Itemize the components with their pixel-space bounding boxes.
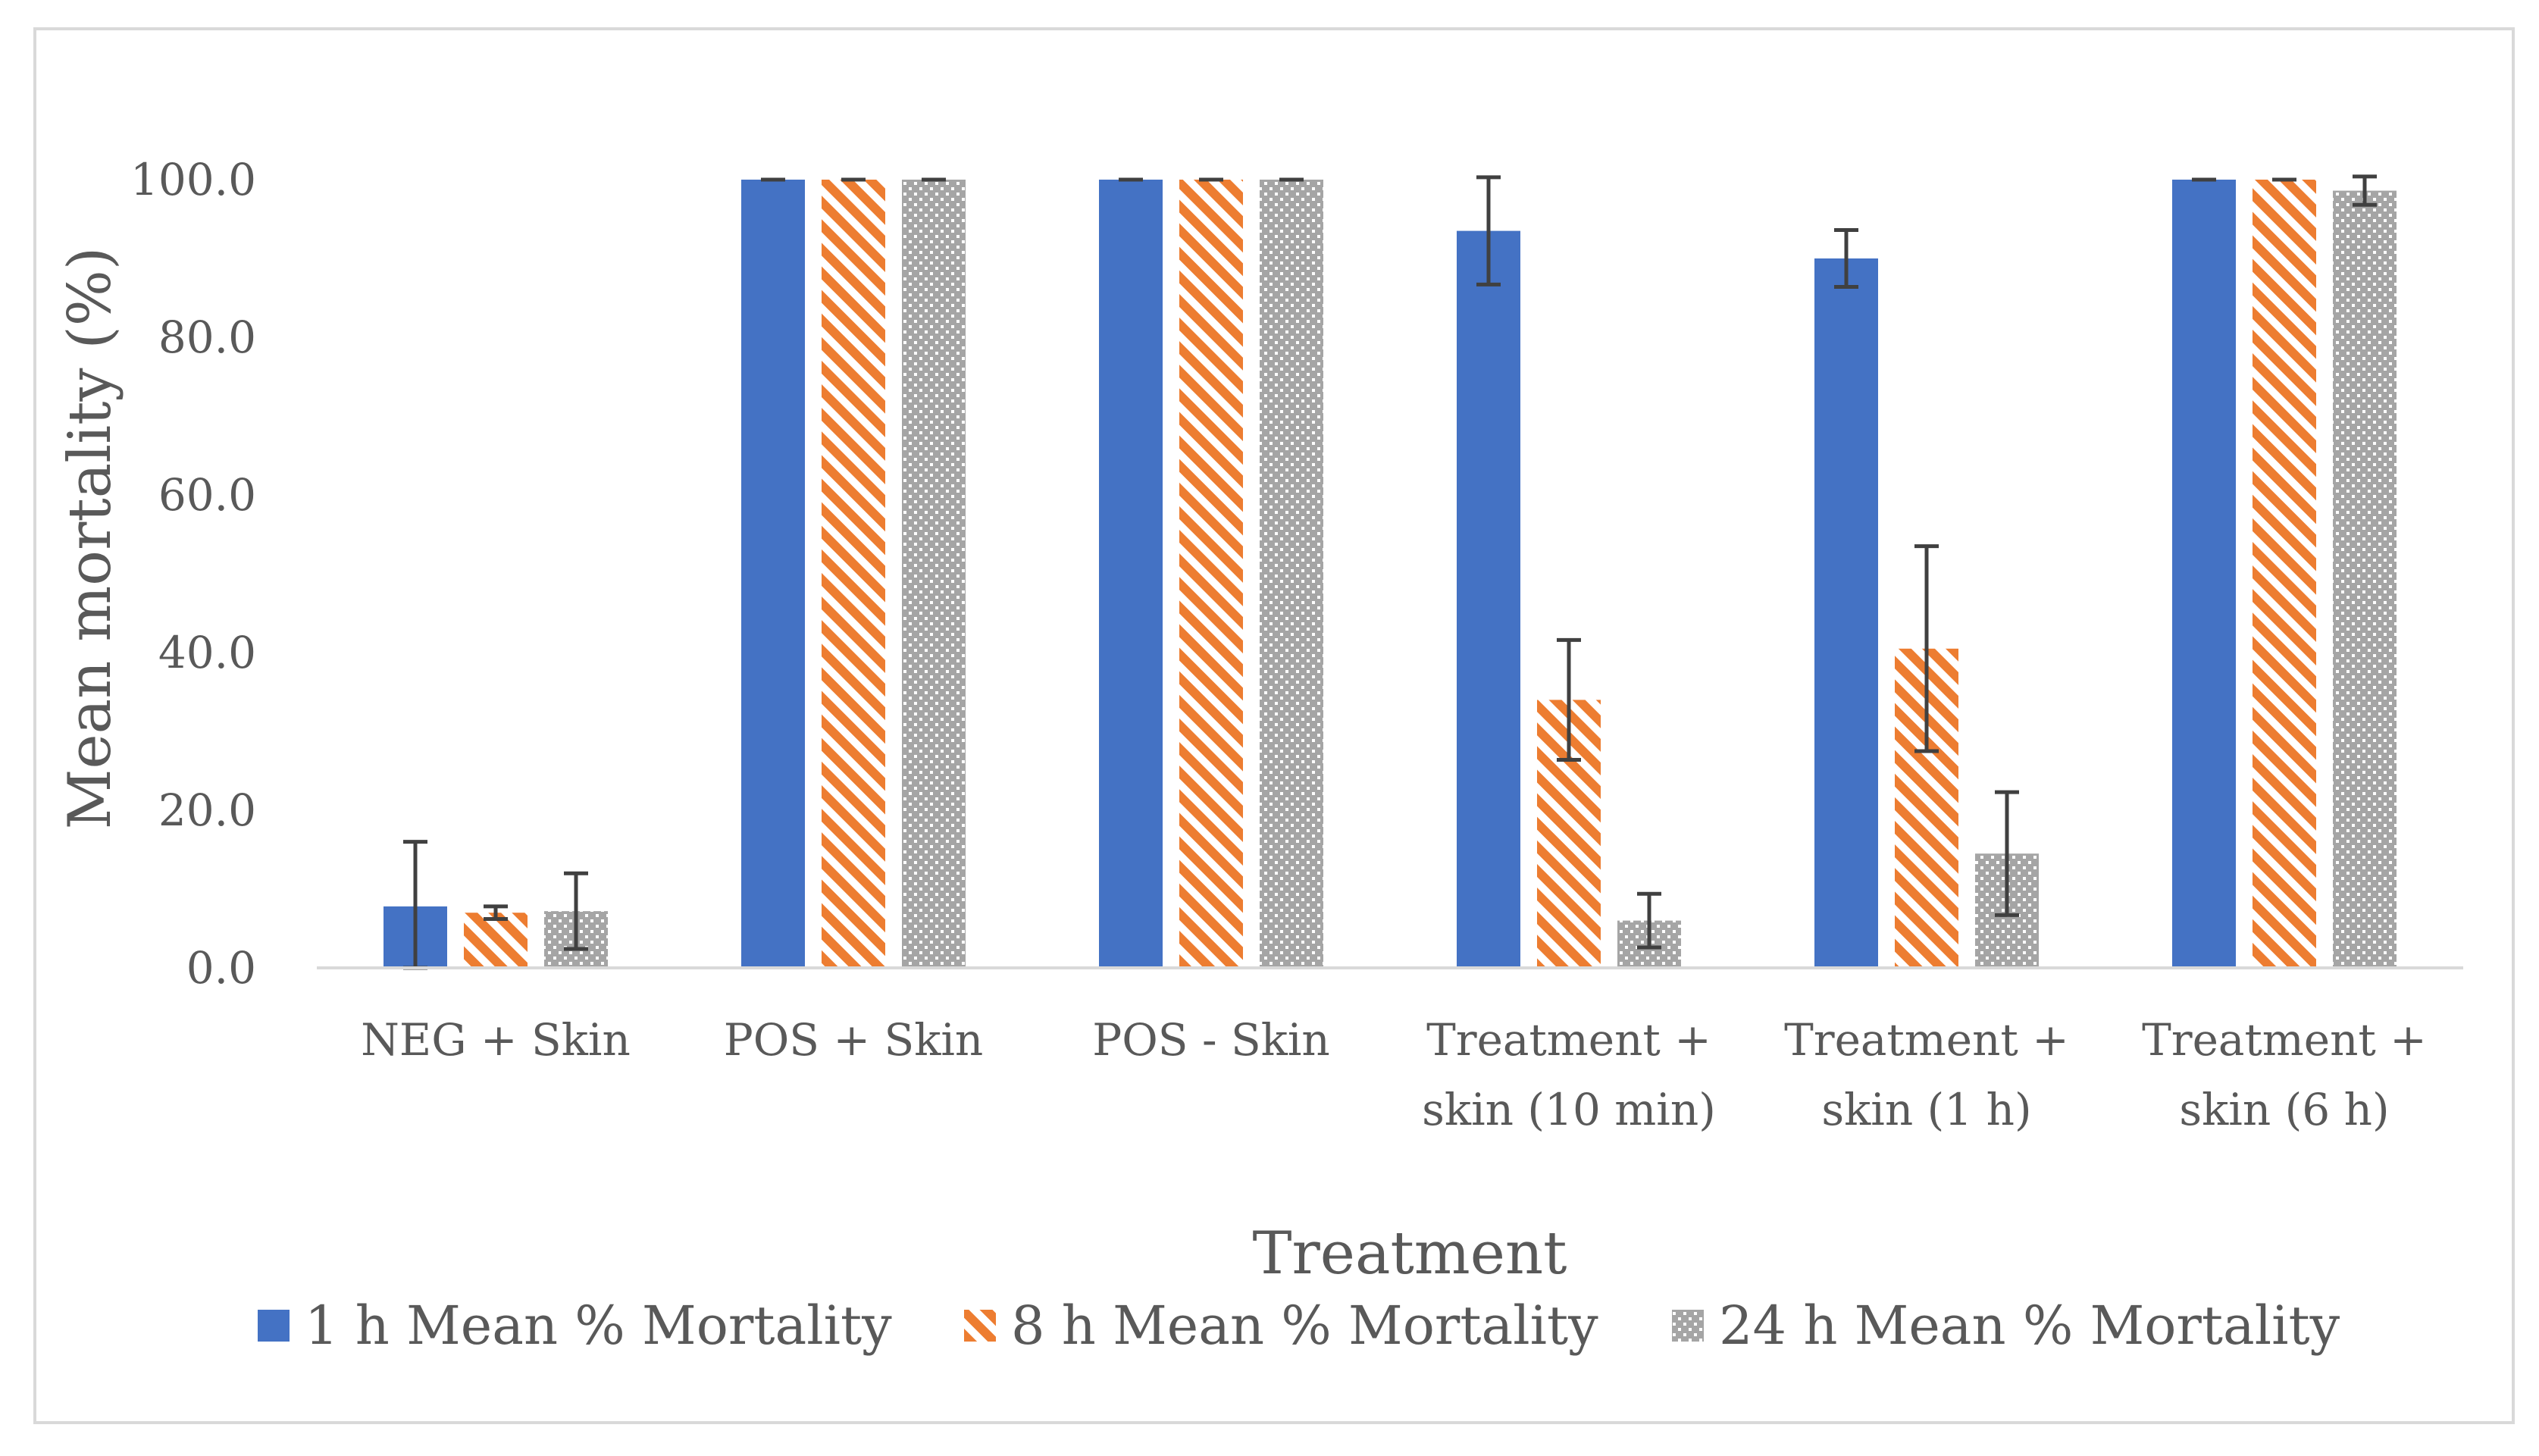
legend-swatch <box>258 1310 290 1342</box>
legend-label: 24 h Mean % Mortality <box>1719 1295 2340 1357</box>
error-bar <box>564 871 588 951</box>
bar <box>2253 180 2316 968</box>
legend-label: 1 h Mean % Mortality <box>305 1295 892 1357</box>
x-category-label: skin (1 h) <box>1821 1084 2031 1135</box>
bar <box>1179 180 1243 968</box>
bar <box>464 913 528 968</box>
error-bar <box>1914 544 1939 753</box>
y-tick-label: 80.0 <box>158 312 256 363</box>
legend-item: 8 h Mean % Mortality <box>964 1295 1598 1357</box>
error-bar <box>2353 174 2377 207</box>
bar <box>2333 190 2397 968</box>
x-category-label: POS - Skin <box>1092 1014 1330 1066</box>
y-tick-label: 0.0 <box>186 942 256 994</box>
error-bar <box>1476 175 1501 287</box>
y-tick-label: 40.0 <box>158 627 256 678</box>
legend-label: 8 h Mean % Mortality <box>1011 1295 1598 1357</box>
x-category-label: Treatment + <box>2142 1014 2427 1066</box>
error-bar <box>1637 891 1661 950</box>
x-axis-title: Treatment <box>1252 1220 1567 1288</box>
x-category-label: NEG + Skin <box>361 1014 631 1066</box>
x-category-label: POS + Skin <box>724 1014 984 1066</box>
y-tick-label: 100.0 <box>130 154 256 205</box>
legend-item: 1 h Mean % Mortality <box>258 1295 892 1357</box>
legend-item: 24 h Mean % Mortality <box>1672 1295 2340 1357</box>
bar <box>1099 180 1163 968</box>
bars <box>384 180 2397 969</box>
error-bar <box>1557 637 1581 762</box>
x-category-label: Treatment + <box>1784 1014 2069 1066</box>
y-axis-tick-labels: 0.0 20.0 40.0 60.0 80.0 100.0 <box>130 154 256 994</box>
x-category-label: skin (10 min) <box>1422 1084 1716 1135</box>
bar <box>2172 180 2236 968</box>
y-tick-label: 20.0 <box>158 784 256 836</box>
legend-swatch <box>964 1310 996 1342</box>
error-bar <box>1834 228 1858 289</box>
y-tick-label: 60.0 <box>158 469 256 521</box>
legend: 1 h Mean % Mortality 8 h Mean % Mortality… <box>258 1295 2340 1357</box>
bar <box>1457 230 1520 969</box>
error-bar <box>484 904 508 922</box>
error-bars <box>403 174 2377 970</box>
x-axis-category-labels: NEG + Skin POS + Skin POS - Skin Treatment … <box>361 1014 2427 1135</box>
y-axis-title: Mean mortality (%) <box>56 247 124 830</box>
error-bar <box>1995 790 2019 917</box>
bar <box>741 180 805 968</box>
x-category-label: Treatment + <box>1426 1014 1711 1066</box>
legend-swatch <box>1672 1310 1704 1342</box>
bar <box>1260 180 1323 968</box>
x-category-label: skin (6 h) <box>2179 1084 2389 1135</box>
bar <box>822 180 885 968</box>
bar <box>1814 258 1878 968</box>
bar <box>902 180 966 968</box>
